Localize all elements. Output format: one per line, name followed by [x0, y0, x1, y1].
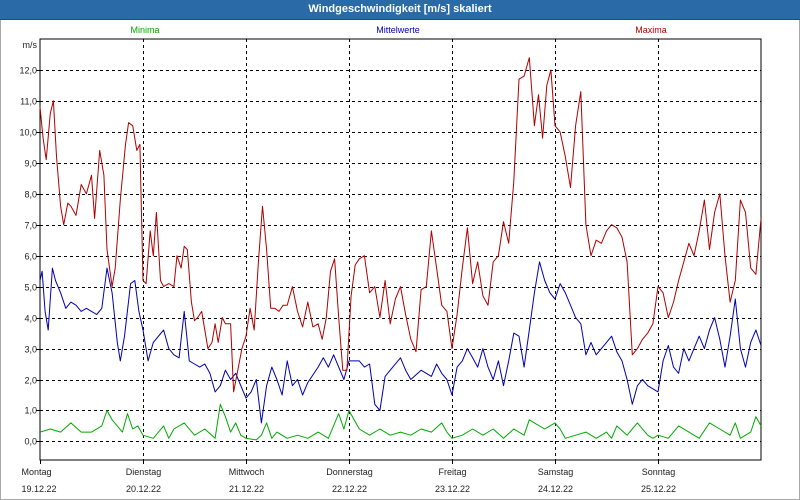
x-tick-label-day: Montag: [22, 467, 52, 477]
x-tick-label-day: Dienstag: [126, 467, 162, 477]
x-tick-label-day: Sonntag: [642, 467, 676, 477]
y-tick-label: 8,0: [24, 190, 37, 200]
x-tick-label-date: 22.12.22: [332, 484, 367, 494]
y-tick-label: 10,0: [19, 128, 37, 138]
y-tick-label: 11,0: [20, 97, 37, 107]
y-tick-label: 1,0: [24, 406, 37, 416]
x-tick-label-day: Samstag: [538, 467, 574, 477]
y-tick-label: 2,0: [24, 376, 37, 386]
legend-mittelwerte: Mittelwerte: [376, 25, 420, 35]
y-axis-label: m/s: [23, 40, 38, 50]
y-tick-label: 4,0: [24, 314, 37, 324]
x-tick-label-date: 25.12.22: [641, 484, 676, 494]
x-tick-label-date: 23.12.22: [435, 484, 470, 494]
x-tick-label-date: 24.12.22: [538, 484, 573, 494]
x-tick-label-day: Mittwoch: [229, 467, 265, 477]
y-tick-label: 3,0: [24, 345, 37, 355]
y-tick-label: 12,0: [19, 66, 37, 76]
y-tick-label: 9,0: [24, 159, 37, 169]
x-tick-label-date: 19.12.22: [22, 484, 57, 494]
x-tick-label-date: 21.12.22: [229, 484, 264, 494]
y-tick-label: 0,0: [24, 437, 37, 447]
series-line-maxima: [39, 57, 762, 393]
series-line-mittelwerte: [39, 261, 762, 424]
legend-maxima: Maxima: [635, 25, 667, 35]
y-tick-label: 7,0: [24, 221, 37, 231]
x-tick-label-date: 20.12.22: [126, 484, 161, 494]
x-tick-label-day: Freitag: [438, 467, 466, 477]
plot-area: [39, 38, 762, 461]
y-tick-label: 6,0: [24, 252, 37, 262]
title-bar: Windgeschwindigkeit [m/s] skaliert: [0, 0, 800, 20]
chart-title: Windgeschwindigkeit [m/s] skaliert: [308, 3, 492, 15]
legend-minima: Minima: [130, 25, 159, 35]
series-line-minima: [39, 403, 762, 441]
y-tick-label: 5,0: [24, 283, 37, 293]
x-tick-label-day: Donnerstag: [326, 467, 373, 477]
